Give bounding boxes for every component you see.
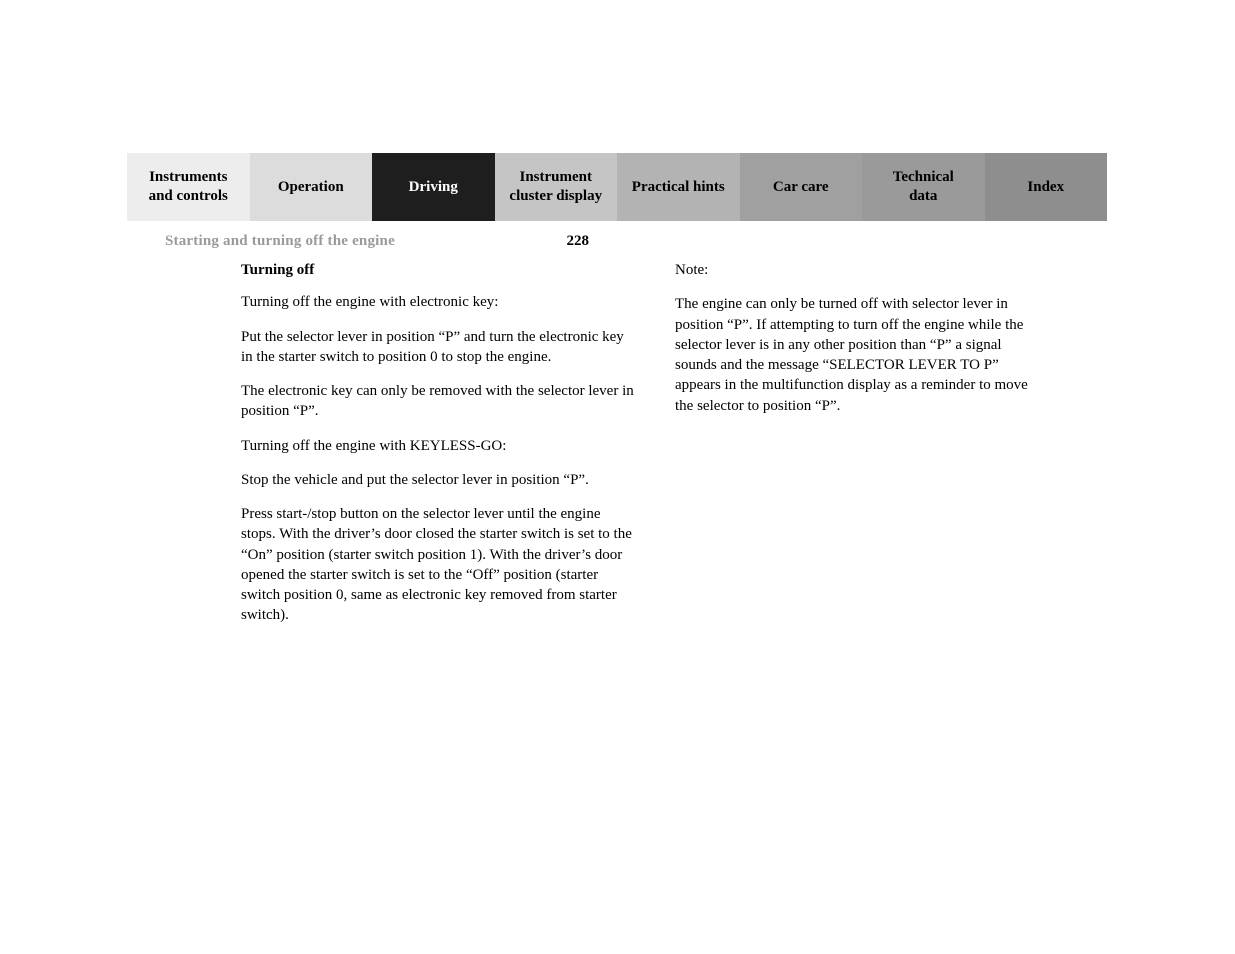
body-paragraph: Stop the vehicle and put the selector le… [241, 470, 635, 490]
tab-instruments-and-controls[interactable]: Instruments and controls [127, 153, 250, 221]
body-paragraph: Press start-/stop button on the selector… [241, 504, 635, 626]
body-paragraph: The electronic key can only be removed w… [241, 381, 635, 422]
tab-index[interactable]: Index [985, 153, 1108, 221]
content-columns: Turning off Turning off the engine with … [127, 260, 1107, 640]
note-label: Note: [675, 260, 1035, 280]
tab-car-care[interactable]: Car care [740, 153, 863, 221]
subsection-heading: Turning off [241, 260, 635, 280]
tab-practical-hints[interactable]: Practical hints [617, 153, 740, 221]
body-paragraph: Turning off the engine with electronic k… [241, 292, 635, 312]
tab-operation[interactable]: Operation [250, 153, 373, 221]
tab-instrument-cluster-display[interactable]: Instrument cluster display [495, 153, 618, 221]
page-number: 228 [567, 233, 1108, 250]
column-right: Note: The engine can only be turned off … [675, 260, 1035, 640]
body-paragraph: Put the selector lever in position “P” a… [241, 327, 635, 368]
tab-driving[interactable]: Driving [372, 153, 495, 221]
body-paragraph: Turning off the engine with KEYLESS-GO: [241, 436, 635, 456]
chapter-tabs: Instruments and controls Operation Drivi… [127, 153, 1107, 221]
column-left: Turning off Turning off the engine with … [241, 260, 635, 640]
manual-page: Instruments and controls Operation Drivi… [0, 0, 1235, 954]
section-title: Starting and turning off the engine [165, 233, 395, 250]
note-body: The engine can only be turned off with s… [675, 294, 1035, 416]
section-header-row: Starting and turning off the engine 228 [127, 221, 1107, 260]
tab-technical-data[interactable]: Technical data [862, 153, 985, 221]
